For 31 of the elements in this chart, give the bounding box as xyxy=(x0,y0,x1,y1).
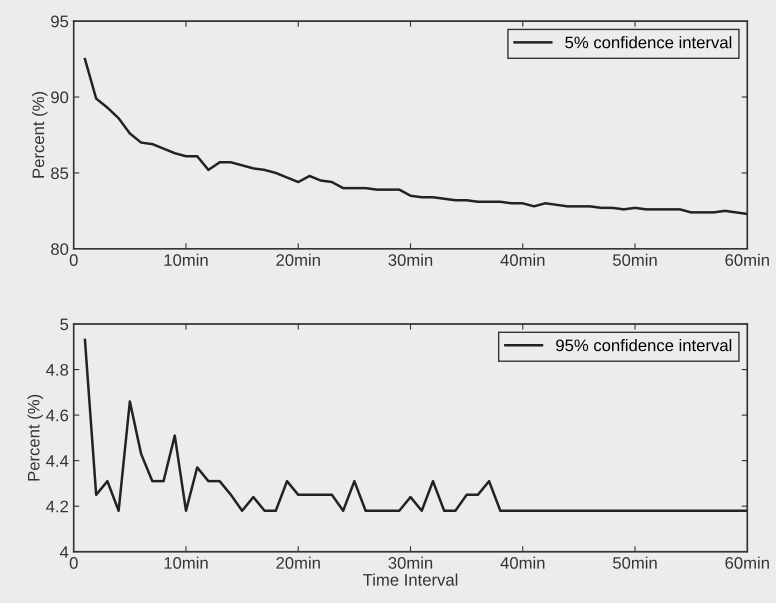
y-tick-label: 85 xyxy=(51,167,68,180)
x-tick-label: 20min xyxy=(276,556,320,569)
x-tick-label: 60min xyxy=(725,556,769,569)
x-axis-title: Time Interval xyxy=(363,574,458,586)
x-tick-label: 40min xyxy=(500,254,544,266)
x-tick-label: 30min xyxy=(388,556,432,569)
y-tick-label: 95 xyxy=(51,16,68,28)
y-tick-label: 80 xyxy=(51,243,68,256)
y-tick-label: 4.2 xyxy=(46,500,68,512)
x-tick-label: 50min xyxy=(613,556,657,569)
y-tick-label: 4.8 xyxy=(46,364,68,376)
y-tick-label: 90 xyxy=(51,91,68,104)
y-axis-title: Percent (%) xyxy=(27,394,43,480)
x-tick-label: 60min xyxy=(725,254,769,266)
x-tick-label: 0 xyxy=(70,254,78,266)
line-series xyxy=(84,58,748,216)
x-tick-label: 10min xyxy=(164,556,208,569)
y-tick-label: 4.4 xyxy=(46,455,68,467)
y-axis-title: Percent (%) xyxy=(32,92,48,178)
x-tick-label: 10min xyxy=(164,254,208,266)
x-tick-label: 40min xyxy=(500,556,544,569)
x-tick-label: 20min xyxy=(276,254,320,266)
x-tick-label: 50min xyxy=(613,254,657,266)
y-tick-label: 5 xyxy=(60,318,68,330)
x-tick-label: 0 xyxy=(70,557,78,569)
x-tick-label: 30min xyxy=(388,254,432,266)
legend-label: 5% confidence interval xyxy=(565,36,732,48)
legend-label: 95% confidence interval xyxy=(556,339,732,352)
y-tick-label: 4 xyxy=(60,546,68,558)
line-series xyxy=(84,338,748,512)
y-tick-label: 4.6 xyxy=(46,410,68,422)
